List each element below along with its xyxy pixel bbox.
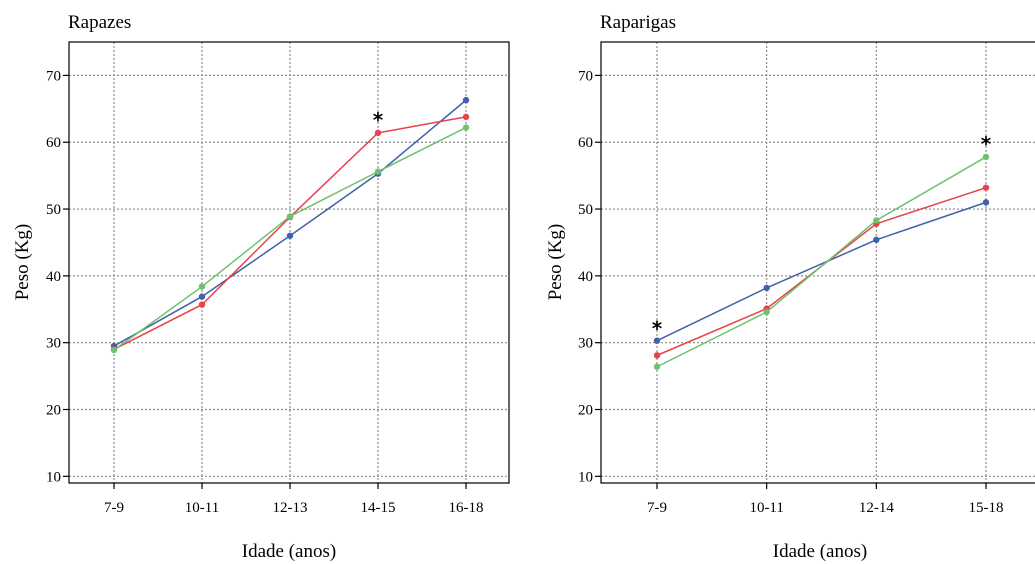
y-tick-label: 20 (578, 403, 593, 419)
data-point-blue (982, 199, 990, 206)
x-tick-label: 16-18 (449, 500, 484, 516)
y-tick-label: 50 (578, 202, 593, 218)
data-point-blue (286, 232, 294, 239)
x-tick-label: 10-11 (185, 500, 219, 516)
y-tick-label: 40 (46, 269, 61, 285)
significance-marker: * (652, 316, 663, 340)
x-axis: 7-9 10-11 12-13 14-15 16-18 (104, 483, 484, 516)
x-tick-label: 7-9 (647, 500, 667, 516)
y-tick-label: 10 (578, 469, 593, 485)
x-tick-label: 12-13 (273, 500, 308, 516)
y-tick-label: 10 (46, 469, 61, 485)
x-axis: 7-9 10-11 12-14 15-18 (647, 483, 1004, 516)
x-axis-label: Idade (anos) (773, 541, 867, 562)
x-tick-label: 12-14 (859, 500, 894, 516)
grid (601, 42, 1035, 483)
data-point-red (198, 301, 206, 308)
y-tick-label: 40 (578, 269, 593, 285)
y-tick-label: 60 (578, 135, 593, 151)
panel-raparigas: Raparigas 10 20 30 40 50 60 70 7-9 10-11 12-14 15… (545, 12, 1035, 562)
annotations: * (373, 108, 384, 132)
panel-title: Raparigas (600, 12, 676, 33)
series-group (110, 96, 470, 354)
y-axis: 10 20 30 40 50 60 70 (46, 68, 69, 485)
y-tick-label: 60 (46, 135, 61, 151)
data-point-blue (198, 293, 206, 300)
panel-rapazes: Rapazes 10 20 30 40 50 60 70 7-9 10-11 12-13 14-1… (12, 12, 510, 562)
data-point-green (374, 168, 382, 175)
annotations: ** (652, 132, 992, 340)
y-tick-label: 50 (46, 202, 61, 218)
data-point-red (374, 129, 382, 137)
y-tick-label: 20 (46, 403, 61, 419)
data-point-green (110, 346, 118, 354)
panel-title: Rapazes (68, 12, 131, 33)
data-point-green (873, 217, 880, 224)
y-axis-label: Peso (Kg) (12, 224, 33, 301)
data-point-green (286, 213, 294, 220)
y-tick-label: 70 (578, 68, 593, 84)
series-line-green (656, 156, 987, 368)
data-point-blue (653, 337, 661, 344)
data-point-green (763, 308, 770, 316)
data-point-green (462, 124, 470, 131)
x-tick-label: 15-18 (969, 500, 1004, 516)
data-point-green (653, 363, 661, 370)
series-line-blue (656, 201, 987, 342)
data-point-blue (462, 96, 470, 104)
series-group (653, 153, 990, 370)
data-point-red (462, 113, 470, 121)
y-axis-label: Peso (Kg) (545, 224, 566, 301)
data-point-red (653, 352, 661, 359)
data-point-blue (763, 284, 770, 292)
y-tick-label: 30 (46, 336, 61, 352)
series-line-red (656, 186, 987, 357)
significance-marker: * (981, 132, 992, 156)
x-axis-label: Idade (anos) (242, 541, 336, 562)
plot-frame (68, 41, 510, 484)
x-tick-label: 7-9 (104, 500, 124, 516)
y-axis: 10 20 30 40 50 60 70 (578, 68, 601, 485)
grid (69, 42, 509, 483)
data-point-red (982, 184, 990, 191)
data-point-green (198, 283, 206, 290)
data-point-green (982, 153, 990, 161)
x-tick-label: 10-11 (749, 500, 783, 516)
significance-marker: * (373, 108, 384, 132)
data-point-blue (873, 236, 880, 243)
y-tick-label: 70 (46, 68, 61, 84)
plot-frame (600, 41, 1035, 484)
x-tick-label: 14-15 (361, 500, 396, 516)
y-tick-label: 30 (578, 336, 593, 352)
